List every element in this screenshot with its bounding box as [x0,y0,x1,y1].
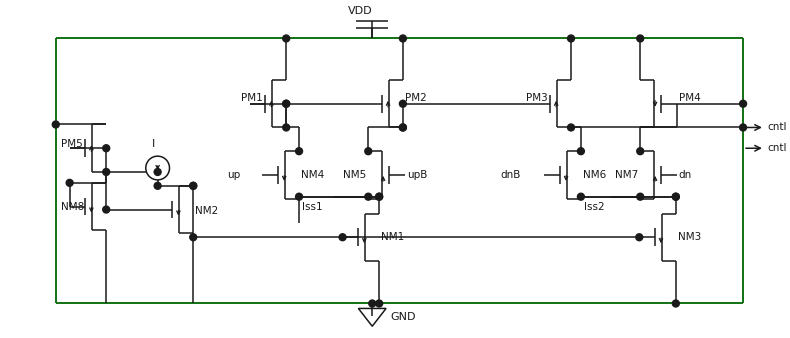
Circle shape [739,100,747,107]
Circle shape [190,234,197,241]
Text: NM5: NM5 [343,170,366,180]
Circle shape [365,193,372,200]
Circle shape [103,169,110,175]
Text: dn: dn [679,170,692,180]
Circle shape [154,169,161,175]
Text: NM1: NM1 [381,232,404,242]
Circle shape [283,124,290,131]
Text: NM2: NM2 [195,206,219,216]
Circle shape [154,182,161,189]
Circle shape [190,182,197,189]
Circle shape [365,148,372,155]
Circle shape [295,148,303,155]
Text: NM4: NM4 [301,170,324,180]
Text: VDD: VDD [348,6,373,16]
Text: cntl: cntl [768,122,788,132]
Circle shape [339,234,346,241]
Circle shape [636,234,643,241]
Circle shape [283,100,290,107]
Text: PM4: PM4 [679,93,701,103]
Circle shape [577,193,585,200]
Circle shape [103,206,110,213]
Circle shape [637,193,644,200]
Circle shape [637,148,644,155]
Circle shape [369,300,376,307]
Text: NM3: NM3 [678,232,701,242]
Circle shape [672,193,679,200]
Text: PM1: PM1 [241,93,262,103]
Text: up: up [228,170,241,180]
Circle shape [400,35,406,42]
Text: NM6: NM6 [583,170,606,180]
Text: GND: GND [390,312,416,322]
Circle shape [52,121,59,128]
Text: cntl: cntl [768,143,788,153]
Circle shape [146,156,170,180]
Circle shape [103,145,110,152]
Circle shape [672,193,679,200]
Circle shape [376,300,382,307]
Circle shape [672,300,679,307]
Circle shape [376,193,382,200]
Text: PM5: PM5 [61,139,82,149]
Circle shape [400,124,406,131]
Circle shape [283,100,290,107]
Circle shape [400,100,406,107]
Text: dnB: dnB [500,170,521,180]
Circle shape [295,193,303,200]
Text: Iss1: Iss1 [302,201,322,212]
Circle shape [739,124,747,131]
Circle shape [376,193,382,200]
Text: upB: upB [407,170,427,180]
Circle shape [66,179,73,186]
Text: PM2: PM2 [404,93,427,103]
Text: PM3: PM3 [525,93,547,103]
Circle shape [283,35,290,42]
Circle shape [637,35,644,42]
Text: NM7: NM7 [615,170,638,180]
Circle shape [567,35,574,42]
Text: Iss2: Iss2 [584,201,604,212]
Circle shape [577,148,585,155]
Text: I: I [152,139,156,149]
Circle shape [400,124,406,131]
Text: NM8: NM8 [61,201,84,212]
Circle shape [190,182,197,189]
Circle shape [567,124,574,131]
